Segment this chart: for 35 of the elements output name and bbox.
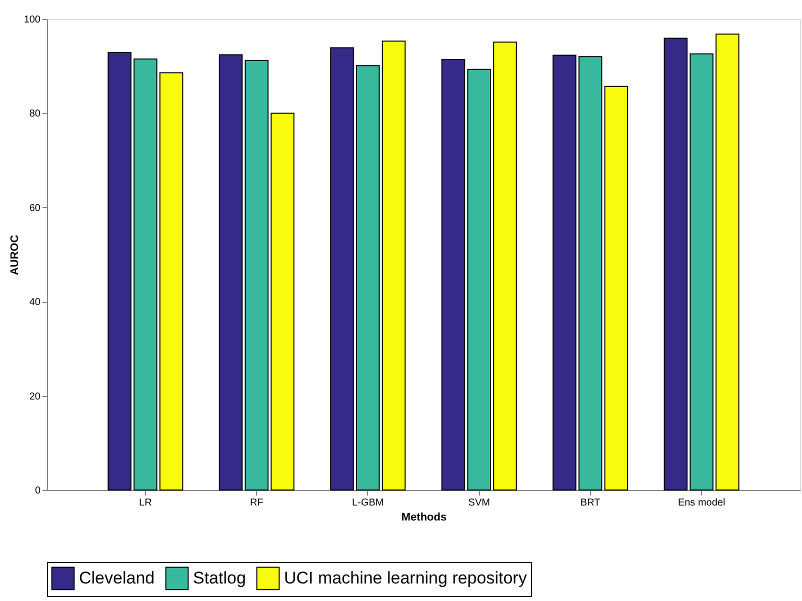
bar — [382, 40, 406, 490]
bar — [604, 86, 628, 490]
bar — [552, 54, 576, 490]
legend-label: UCI machine learning repository — [284, 568, 528, 588]
bar — [270, 112, 294, 490]
bar — [218, 54, 243, 490]
x-tick-label: Ens model — [678, 498, 726, 508]
y-tick-label: 100 — [24, 14, 41, 26]
y-tick-label: 80 — [29, 108, 41, 120]
bar — [330, 47, 354, 490]
bar — [356, 65, 380, 490]
bar — [108, 52, 132, 490]
bar — [690, 53, 714, 490]
y-tick-label: 60 — [29, 202, 41, 214]
y-tick-label: 20 — [29, 391, 41, 402]
bar — [493, 42, 517, 490]
legend-label: Cleveland — [79, 568, 155, 588]
x-tick-label: LR — [139, 498, 152, 508]
bar — [244, 60, 269, 490]
bar — [578, 56, 602, 490]
bar — [134, 58, 158, 490]
y-tick-label: 0 — [34, 486, 41, 496]
bar — [664, 38, 688, 490]
x-tick-label: L-GBM — [352, 498, 384, 508]
x-axis-title: Methods — [401, 512, 447, 524]
bar — [467, 68, 491, 490]
y-axis-title: AUROC — [8, 234, 21, 276]
bar — [159, 72, 184, 490]
x-tick-label: RF — [250, 498, 264, 508]
legend-label: Statlog — [193, 568, 246, 588]
x-tick-label: SVM — [468, 498, 490, 508]
y-tick-label: 40 — [29, 297, 41, 308]
bar — [716, 34, 740, 490]
bar — [441, 59, 466, 490]
x-tick-label: BRT — [580, 498, 600, 508]
